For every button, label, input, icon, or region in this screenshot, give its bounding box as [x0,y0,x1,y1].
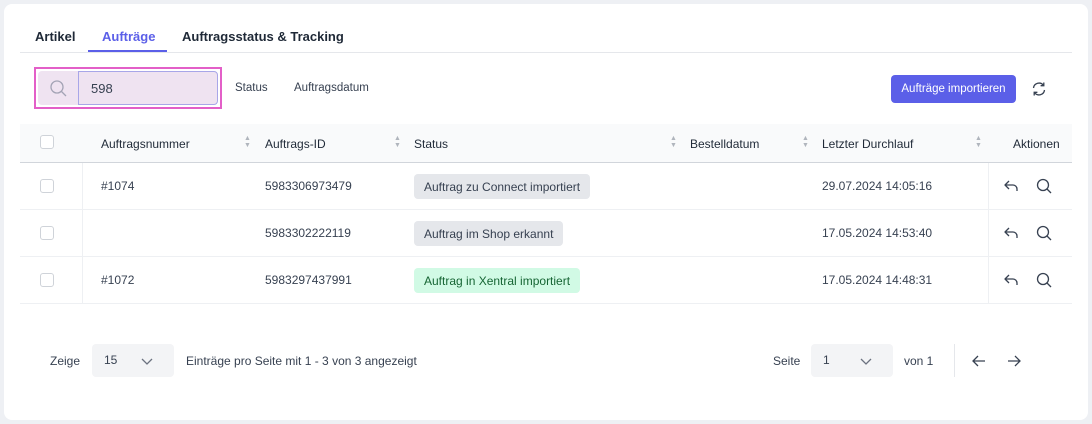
page-size-value: 15 [104,353,118,367]
status-badge: Auftrag im Shop erkannt [414,221,564,246]
page-total: von 1 [904,354,934,368]
sort-icon[interactable]: ▲ ▼ [670,135,677,149]
reply-icon[interactable] [1003,177,1021,195]
column-divider [988,257,989,304]
column-divider [988,163,989,210]
order-number: #1074 [101,179,135,193]
import-orders-button[interactable]: Aufträge importieren [891,75,1016,103]
search-input[interactable] [78,71,218,105]
tab-divider [20,52,1072,53]
page-label: Seite [773,354,801,368]
row-checkbox[interactable] [40,226,54,240]
sort-icon[interactable]: ▲ ▼ [975,135,982,149]
page-size-select[interactable]: 15 [92,344,174,377]
active-tab-indicator [88,50,167,52]
page-value: 1 [823,353,830,367]
header-order-date[interactable]: Bestelldatum [690,137,760,151]
sort-icon[interactable]: ▲ ▼ [394,135,401,149]
chevron-down-icon [860,358,872,365]
search-icon[interactable] [1035,224,1053,242]
arrow-left-icon[interactable] [971,353,987,374]
row-checkbox[interactable] [40,273,54,287]
last-run: 17.05.2024 14:53:40 [822,226,933,240]
refresh-icon[interactable] [1030,80,1048,103]
sort-icon[interactable]: ▲ ▼ [802,135,809,149]
reply-icon[interactable] [1003,271,1021,289]
header-id[interactable]: Auftrags-ID [265,137,326,151]
entries-summary: Einträge pro Seite mit 1 - 3 von 3 angez… [186,354,417,368]
tab-artikel[interactable]: Artikel [35,29,76,44]
column-divider [988,210,989,257]
search-icon[interactable] [1035,271,1053,289]
last-run: 29.07.2024 14:05:16 [822,179,933,193]
column-divider [82,210,83,257]
last-run: 17.05.2024 14:48:31 [822,273,933,287]
order-number: #1072 [101,273,135,287]
page-select[interactable]: 1 [811,344,893,377]
table-row: #1074 5983306973479 Auftrag zu Connect i… [20,163,1072,210]
order-id: 5983306973479 [265,179,352,193]
column-divider [82,257,83,304]
row-checkbox[interactable] [40,179,54,193]
status-badge: Auftrag in Xentral importiert [414,268,581,293]
status-badge: Auftrag zu Connect importiert [414,174,591,199]
date-filter[interactable]: Auftragsdatum [294,82,369,94]
tab-auftraege[interactable]: Aufträge [102,29,156,44]
pagination-divider [954,344,955,377]
chevron-down-icon [141,358,153,365]
column-divider [82,163,83,210]
select-all-checkbox[interactable] [40,135,54,149]
order-id: 5983302222119 [265,226,351,240]
table-row: #1072 5983297437991 Auftrag in Xentral i… [20,257,1072,304]
header-actions: Aktionen [1013,137,1060,151]
sort-icon[interactable]: ▲ ▼ [244,135,251,149]
reply-icon[interactable] [1003,224,1021,242]
table-row: 5983302222119 Auftrag im Shop erkannt 17… [20,210,1072,257]
order-id: 5983297437991 [265,273,352,287]
show-label: Zeige [50,354,81,368]
header-last-run[interactable]: Letzter Durchlauf [822,137,914,151]
status-filter[interactable]: Status [235,82,268,94]
header-status[interactable]: Status [414,137,449,151]
search-icon[interactable] [1035,177,1053,195]
search-box [34,67,222,109]
table-header: Auftragsnummer ▲ ▼ Auftrags-ID ▲ ▼ Status … [20,124,1072,163]
tab-tracking[interactable]: Auftragsstatus & Tracking [182,29,344,44]
header-number[interactable]: Auftragsnummer [101,137,190,151]
arrow-right-icon[interactable] [1006,353,1022,374]
search-icon [38,71,78,105]
